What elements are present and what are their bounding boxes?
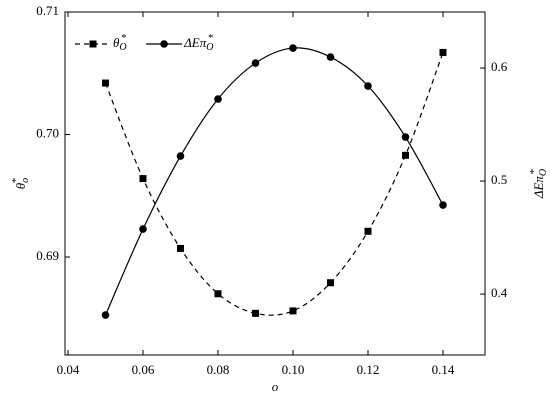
x-tick-label: 0.14 (432, 362, 455, 377)
data-point (251, 59, 260, 67)
y-tick-label: 0.71 (36, 3, 59, 18)
x-tick-label: 0.04 (57, 362, 80, 377)
x-tick-label: 0.12 (357, 362, 380, 377)
legend-label: ΔEπO* (183, 32, 213, 54)
y2-tick-label: 0.4 (491, 285, 508, 300)
y-axis-label: θo* (10, 178, 32, 189)
data-point (327, 279, 334, 287)
data-point (102, 79, 109, 87)
series-line (104, 52, 444, 316)
plot-frame (64, 11, 486, 356)
data-point (439, 201, 447, 209)
data-point (289, 307, 297, 315)
data-point (139, 175, 147, 183)
x-axis-label: o (272, 379, 279, 394)
data-point (364, 82, 372, 90)
y2-tick-label: 0.6 (491, 59, 508, 74)
data-point (252, 309, 259, 317)
data-point (364, 227, 372, 235)
legend-marker (89, 40, 97, 48)
y2-tick-label: 0.5 (491, 172, 507, 187)
data-point (214, 290, 222, 298)
data-point (289, 44, 297, 52)
data-point (139, 225, 147, 233)
y2-axis-label: ΔEπO* (528, 169, 550, 199)
y-tick-label: 0.70 (36, 125, 59, 140)
data-point (176, 152, 185, 160)
data-point (402, 151, 409, 159)
data-point (326, 53, 335, 61)
y-tick-label: 0.69 (36, 248, 59, 263)
x-tick-label: 0.10 (282, 362, 305, 377)
data-point (439, 48, 447, 56)
series-line (104, 47, 444, 316)
legend-marker (160, 40, 168, 48)
data-point (101, 311, 110, 319)
data-point (214, 95, 222, 103)
x-tick-label: 0.08 (207, 362, 230, 377)
x-tick-label: 0.06 (132, 362, 155, 377)
data-point (401, 133, 410, 141)
legend-label: θO* (113, 32, 127, 54)
data-point (177, 244, 184, 252)
